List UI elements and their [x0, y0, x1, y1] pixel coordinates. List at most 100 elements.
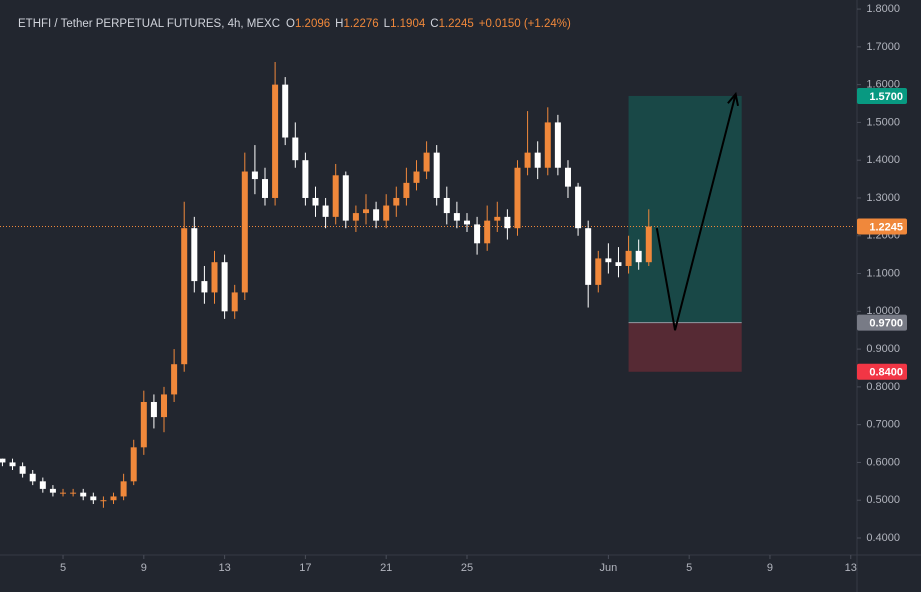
candle-body	[100, 500, 107, 502]
candle-body	[524, 152, 531, 168]
candle-body	[191, 228, 198, 282]
ohlc-key: O	[286, 18, 295, 30]
x-tick-label: 9	[767, 562, 773, 574]
candle-body	[362, 209, 369, 214]
ohlc-value: 1.1904	[390, 18, 426, 30]
candle-body	[423, 152, 430, 172]
x-tick-label: 25	[461, 562, 473, 574]
candle-body	[110, 496, 117, 501]
candle-body	[554, 122, 561, 168]
x-tick-label: 9	[141, 562, 147, 574]
y-tick-label: 0.4000	[866, 532, 900, 544]
candle-body	[0, 458, 6, 463]
x-tick-label: 5	[686, 562, 692, 574]
candle-body	[504, 216, 511, 229]
candle-body	[120, 481, 127, 497]
candle-body	[241, 171, 248, 293]
candle-body	[49, 488, 56, 493]
y-tick-label: 1.0000	[866, 305, 900, 317]
candle-body	[90, 496, 97, 501]
candle-body	[29, 473, 36, 482]
candle-body	[595, 258, 602, 285]
candle-body	[433, 152, 440, 198]
candle-body	[70, 492, 77, 494]
x-tick-label: 17	[299, 562, 311, 574]
entry-label: 0.9700	[869, 318, 903, 330]
ohlc-key: C	[430, 18, 438, 30]
target-label-box	[857, 87, 907, 104]
candle-body	[484, 220, 491, 244]
y-tick-label: 1.3000	[866, 192, 900, 204]
y-tick-label: 1.5000	[866, 116, 900, 128]
stop-label: 0.8400	[869, 367, 903, 379]
candle-body	[393, 197, 400, 206]
candle-body	[201, 281, 208, 293]
title: ETHFI / Tether PERPETUAL FUTURES, 4h, ME…	[18, 18, 280, 30]
x-tick-label: 21	[380, 562, 392, 574]
x-tick-label: 5	[60, 562, 66, 574]
change: +0.0150 (+1.24%)	[479, 18, 571, 30]
candle-body	[251, 171, 258, 180]
candle-body	[413, 171, 420, 183]
projection-path	[655, 93, 737, 331]
candle-body	[383, 205, 390, 221]
candle-body	[564, 167, 571, 187]
candle-body	[9, 462, 16, 467]
ohlc-key: L	[384, 18, 391, 30]
loss-zone	[628, 322, 742, 372]
entry-label-box	[857, 314, 907, 331]
candle-body	[272, 84, 279, 198]
ohlc-key: H	[335, 18, 343, 30]
candle-body	[140, 401, 147, 448]
candle-body	[322, 205, 329, 217]
x-tick-label: 13	[218, 562, 230, 574]
last-price-label-box	[857, 218, 907, 235]
candle-body	[534, 152, 541, 168]
y-tick-label: 1.1000	[866, 267, 900, 279]
y-tick-label: 0.7000	[866, 419, 900, 431]
candle-body	[211, 262, 218, 293]
candle-body	[352, 213, 359, 221]
candle-body	[474, 224, 481, 244]
candle-body	[635, 250, 642, 263]
ohlc-value: 1.2096	[295, 18, 330, 30]
candle-body	[262, 179, 269, 198]
candle-body	[19, 466, 26, 474]
candle-body	[585, 228, 592, 285]
candle-body	[332, 175, 339, 217]
candle-body	[39, 481, 46, 489]
y-tick-label: 1.6000	[866, 79, 900, 91]
candle-body	[625, 250, 632, 266]
target-label: 1.5700	[869, 91, 903, 103]
header: ETHFI / Tether PERPETUAL FUTURES, 4h, ME…	[18, 18, 571, 30]
x-tick-label: Jun	[600, 562, 618, 574]
candle-body	[605, 258, 612, 263]
y-tick-label: 0.6000	[866, 456, 900, 468]
y-tick-label: 1.7000	[866, 41, 900, 53]
y-tick-label: 0.8000	[866, 381, 900, 393]
candle-body	[312, 197, 319, 206]
ohlc-value: 1.2276	[343, 18, 378, 30]
candle-body	[221, 262, 228, 312]
candle-body	[181, 228, 188, 365]
candle-body	[231, 292, 238, 312]
candle-body	[161, 394, 168, 418]
stop-label-box	[857, 363, 907, 380]
candle-body	[171, 364, 178, 395]
candle-body	[443, 197, 450, 214]
last-price-label: 1.2245	[869, 221, 903, 233]
ohlc-value: 1.2245	[439, 18, 474, 30]
candle-body	[80, 492, 87, 497]
candle-body	[463, 220, 470, 225]
profit-zone	[628, 95, 742, 323]
x-tick-label: 13	[845, 562, 857, 574]
candle-body	[403, 182, 410, 198]
candle-body	[544, 122, 551, 168]
y-tick-label: 1.8000	[866, 3, 900, 15]
candle-body	[615, 262, 622, 266]
candle-body	[60, 492, 67, 494]
candle-body	[575, 186, 582, 229]
plot	[0, 61, 855, 508]
